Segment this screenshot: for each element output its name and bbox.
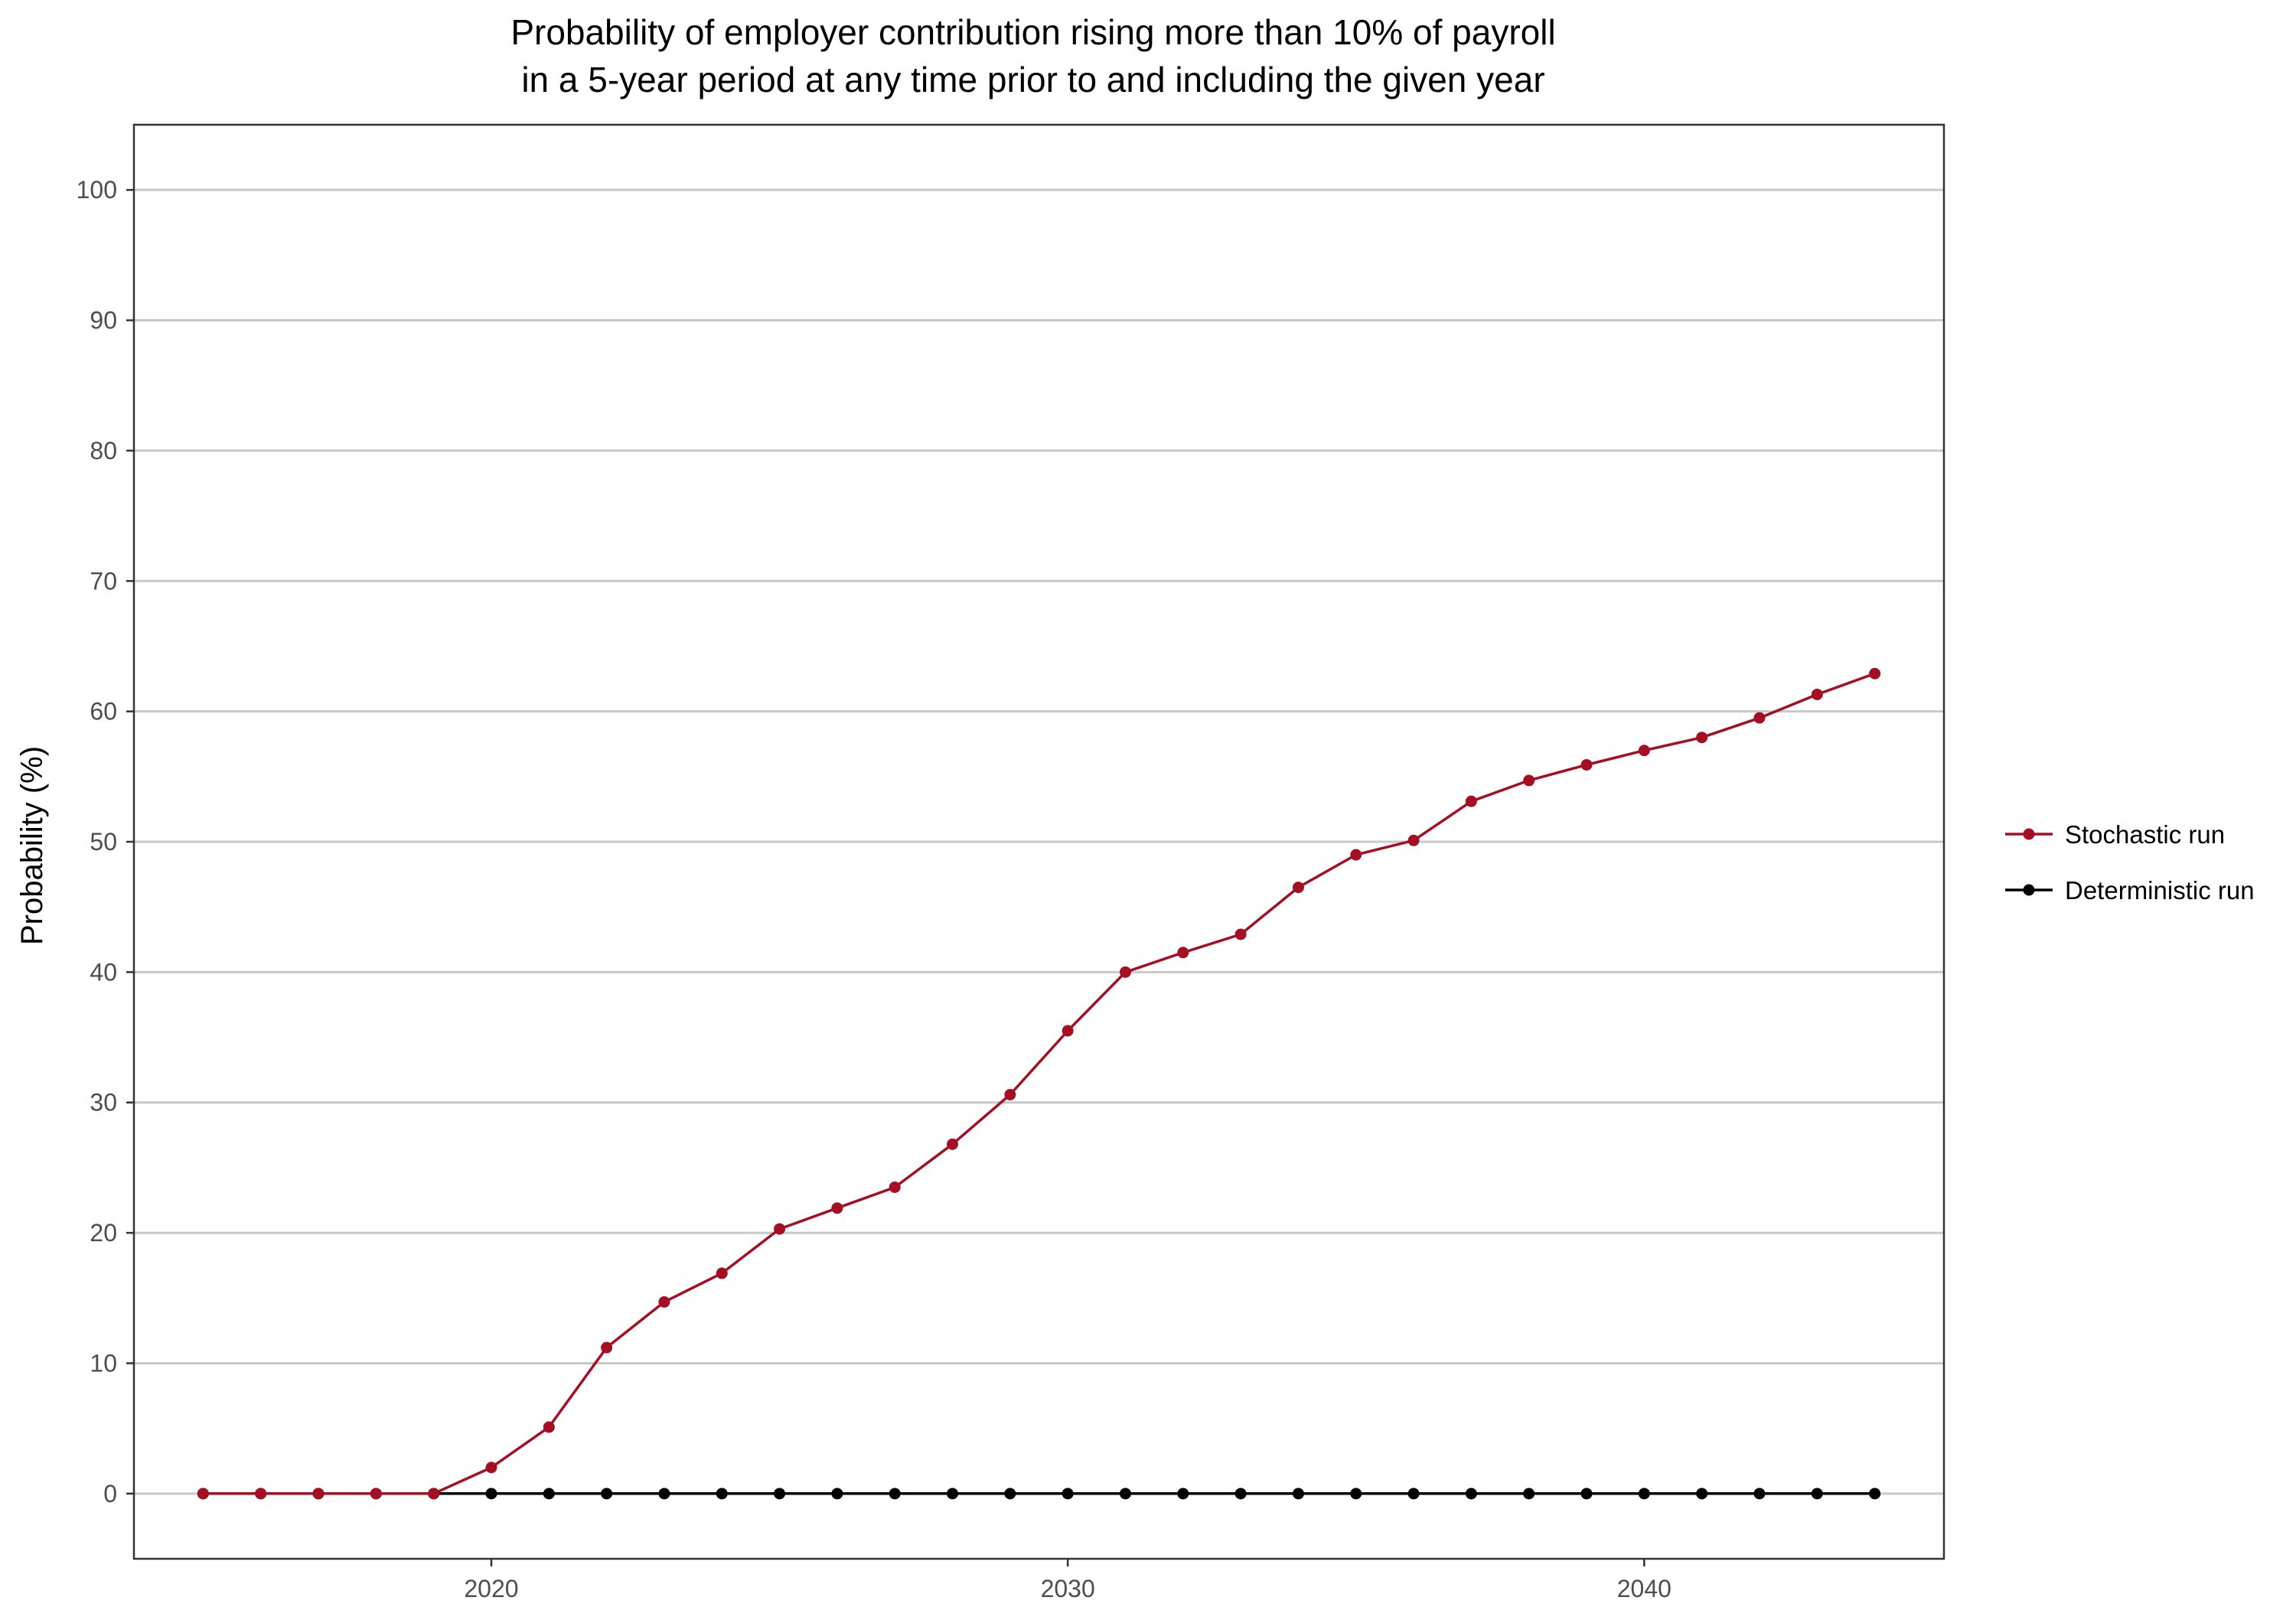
- y-tick-label-80: 80: [90, 437, 117, 464]
- data-point-deterministic-run-2021: [543, 1488, 555, 1500]
- data-point-stochastic-run-2034: [1292, 882, 1304, 894]
- data-point-deterministic-run-2042: [1753, 1488, 1766, 1500]
- data-point-stochastic-run-2035: [1350, 849, 1362, 861]
- legend-key-point-deterministic-run: [2023, 884, 2035, 896]
- data-point-stochastic-run-2021: [543, 1421, 555, 1433]
- data-point-stochastic-run-2020: [485, 1462, 497, 1474]
- legend-label-deterministic-run: Deterministic run: [2065, 876, 2255, 905]
- data-point-stochastic-run-2036: [1407, 834, 1420, 846]
- data-point-stochastic-run-2029: [1004, 1089, 1016, 1101]
- y-axis-title: Probability (%): [15, 746, 49, 945]
- data-point-deterministic-run-2025: [774, 1488, 786, 1500]
- data-point-deterministic-run-2026: [831, 1488, 843, 1500]
- data-point-stochastic-run-2030: [1062, 1025, 1074, 1037]
- data-point-stochastic-run-2022: [601, 1341, 613, 1354]
- data-point-deterministic-run-2028: [947, 1488, 959, 1500]
- y-tick-label-50: 50: [90, 828, 117, 856]
- data-point-deterministic-run-2020: [485, 1488, 497, 1500]
- data-point-deterministic-run-2037: [1465, 1488, 1477, 1500]
- data-point-stochastic-run-2032: [1177, 947, 1189, 959]
- data-point-stochastic-run-2023: [658, 1296, 670, 1308]
- x-tick-label-2030: 2030: [1041, 1575, 1095, 1602]
- data-point-stochastic-run-2028: [947, 1138, 959, 1150]
- data-point-deterministic-run-2029: [1004, 1488, 1016, 1500]
- y-tick-label-20: 20: [90, 1219, 117, 1247]
- data-point-deterministic-run-2027: [889, 1488, 901, 1500]
- x-tick-label-2020: 2020: [464, 1575, 518, 1602]
- y-tick-label-90: 90: [90, 307, 117, 334]
- data-point-stochastic-run-2044: [1869, 667, 1881, 680]
- legend: Stochastic run Deterministic run: [2005, 820, 2255, 905]
- x-tick-label-2040: 2040: [1617, 1575, 1671, 1602]
- y-tick-label-70: 70: [90, 567, 117, 595]
- y-tick-label-10: 10: [90, 1349, 117, 1377]
- data-point-deterministic-run-2022: [601, 1488, 613, 1500]
- data-point-deterministic-run-2040: [1638, 1488, 1650, 1500]
- legend-label-stochastic-run: Stochastic run: [2065, 820, 2225, 849]
- data-point-stochastic-run-2043: [1811, 688, 1823, 700]
- data-point-deterministic-run-2033: [1234, 1488, 1247, 1500]
- y-tick-label-100: 100: [77, 176, 117, 204]
- data-point-stochastic-run-2033: [1234, 928, 1247, 940]
- data-point-deterministic-run-2034: [1292, 1488, 1304, 1500]
- data-point-stochastic-run-2027: [889, 1181, 901, 1193]
- legend-key-point-stochastic-run: [2023, 828, 2035, 840]
- data-point-stochastic-run-2025: [774, 1223, 786, 1235]
- data-point-deterministic-run-2032: [1177, 1488, 1189, 1500]
- data-point-stochastic-run-2040: [1638, 745, 1650, 757]
- chart-title-line-1: Probability of employer contribution ris…: [510, 12, 1555, 52]
- data-point-stochastic-run-2015: [197, 1488, 209, 1500]
- chart-title-line-2: in a 5-year period at any time prior to …: [521, 60, 1544, 99]
- data-point-stochastic-run-2031: [1119, 966, 1131, 978]
- data-point-deterministic-run-2043: [1811, 1488, 1823, 1500]
- data-point-deterministic-run-2036: [1407, 1488, 1420, 1500]
- data-point-deterministic-run-2039: [1580, 1488, 1593, 1500]
- data-point-deterministic-run-2044: [1869, 1488, 1881, 1500]
- data-point-deterministic-run-2038: [1523, 1488, 1535, 1500]
- data-point-stochastic-run-2026: [831, 1202, 843, 1214]
- data-point-deterministic-run-2024: [716, 1488, 728, 1500]
- data-point-stochastic-run-2037: [1465, 795, 1477, 807]
- data-point-deterministic-run-2031: [1119, 1488, 1131, 1500]
- data-point-deterministic-run-2035: [1350, 1488, 1362, 1500]
- y-tick-label-60: 60: [90, 698, 117, 725]
- y-tick-label-30: 30: [90, 1089, 117, 1116]
- data-point-stochastic-run-2019: [428, 1488, 440, 1500]
- data-point-stochastic-run-2024: [716, 1267, 728, 1279]
- data-point-stochastic-run-2038: [1523, 774, 1535, 787]
- series-line-stochastic-run: [203, 672, 1876, 1495]
- data-point-stochastic-run-2041: [1696, 732, 1708, 744]
- data-point-deterministic-run-2030: [1062, 1488, 1074, 1500]
- data-point-stochastic-run-2017: [312, 1488, 325, 1500]
- data-point-stochastic-run-2018: [370, 1488, 382, 1500]
- data-point-deterministic-run-2023: [658, 1488, 670, 1500]
- data-point-stochastic-run-2016: [255, 1488, 267, 1500]
- data-point-stochastic-run-2039: [1580, 758, 1593, 771]
- y-tick-label-0: 0: [103, 1480, 117, 1508]
- data-point-stochastic-run-2042: [1753, 712, 1766, 724]
- y-tick-label-40: 40: [90, 958, 117, 986]
- data-point-deterministic-run-2041: [1696, 1488, 1708, 1500]
